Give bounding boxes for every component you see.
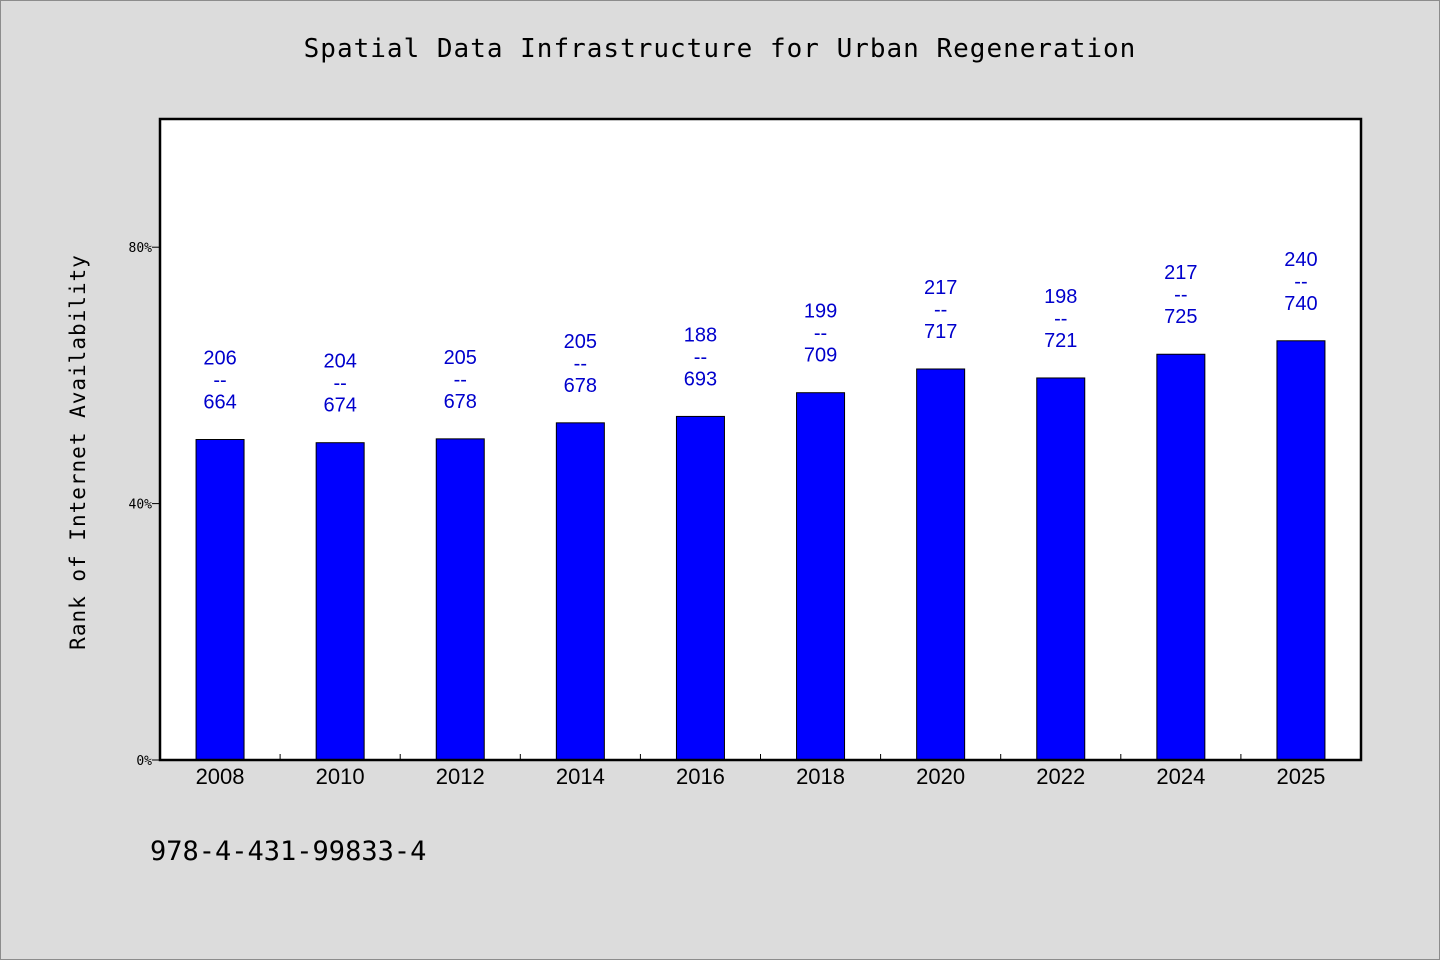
x-tick-label: 2012: [436, 764, 485, 789]
footer-code: 978-4-431-99833-4: [150, 836, 427, 867]
data-label-top: 198: [1044, 286, 1077, 308]
data-label-top: 188: [684, 324, 717, 346]
data-label-bottom: 693: [684, 368, 717, 390]
x-tick-label: 2025: [1276, 764, 1325, 789]
data-label-top: 205: [564, 331, 597, 353]
x-tick-label: 2014: [556, 764, 605, 789]
data-label-separator: --: [694, 346, 707, 368]
data-label-top: 205: [444, 347, 477, 369]
x-tick-label: 2022: [1036, 764, 1085, 789]
bar: [796, 392, 846, 761]
bar: [675, 415, 725, 761]
x-tick-label: 2008: [196, 764, 245, 789]
axes: 2008 2010 2012 2014 2016 2018 2020 2022 2024 2025…: [129, 117, 1363, 789]
data-label-top: 217: [924, 277, 957, 299]
data-label-bottom: 709: [804, 345, 837, 367]
data-label-separator: --: [934, 299, 947, 321]
y-tick-label: 0%: [136, 754, 152, 769]
data-label-separator: --: [333, 373, 346, 395]
y-tick-label: 40%: [129, 498, 153, 513]
data-label-separator: --: [1054, 308, 1067, 330]
data-label-bottom: 678: [564, 375, 597, 397]
plot-border: [158, 117, 1363, 762]
data-label-top: 217: [1164, 262, 1197, 284]
y-tick-label: 80%: [129, 241, 153, 256]
bars: [195, 340, 1326, 761]
data-label-top: 204: [323, 351, 356, 373]
x-tick-label: 2010: [316, 764, 365, 789]
data-label-bottom: 740: [1284, 293, 1317, 315]
data-label-separator: --: [1174, 284, 1187, 306]
data-label-bottom: 678: [444, 391, 477, 413]
data-label-top: 199: [804, 301, 837, 323]
data-label-separator: --: [814, 323, 827, 345]
data-label-separator: --: [454, 369, 467, 391]
y-axis-label: Rank of Internet Availability: [66, 254, 90, 650]
data-label-top: 240: [1284, 249, 1317, 271]
data-label-bottom: 717: [924, 321, 957, 343]
bar: [195, 439, 245, 761]
data-labels: 206--664204--674205--678205--678188--693…: [203, 249, 1317, 417]
bar: [315, 442, 365, 761]
bar: [1276, 340, 1326, 761]
bar: [1036, 377, 1086, 761]
data-label-separator: --: [574, 353, 587, 375]
chart-title: Spatial Data Infrastructure for Urban Re…: [303, 34, 1137, 64]
x-tick-label: 2020: [916, 764, 965, 789]
bar: [916, 368, 966, 761]
x-tick-label: 2016: [676, 764, 725, 789]
data-label-bottom: 664: [203, 392, 236, 414]
data-label-bottom: 674: [323, 395, 356, 417]
data-label-separator: --: [213, 370, 226, 392]
bar: [435, 438, 485, 761]
bar: [555, 422, 605, 761]
data-label-separator: --: [1294, 271, 1307, 293]
data-label-top: 206: [203, 348, 236, 370]
x-tick-label: 2018: [796, 764, 845, 789]
data-label-bottom: 725: [1164, 306, 1197, 328]
x-tick-label: 2024: [1156, 764, 1205, 789]
data-label-bottom: 721: [1044, 330, 1077, 352]
bar: [1156, 353, 1206, 761]
